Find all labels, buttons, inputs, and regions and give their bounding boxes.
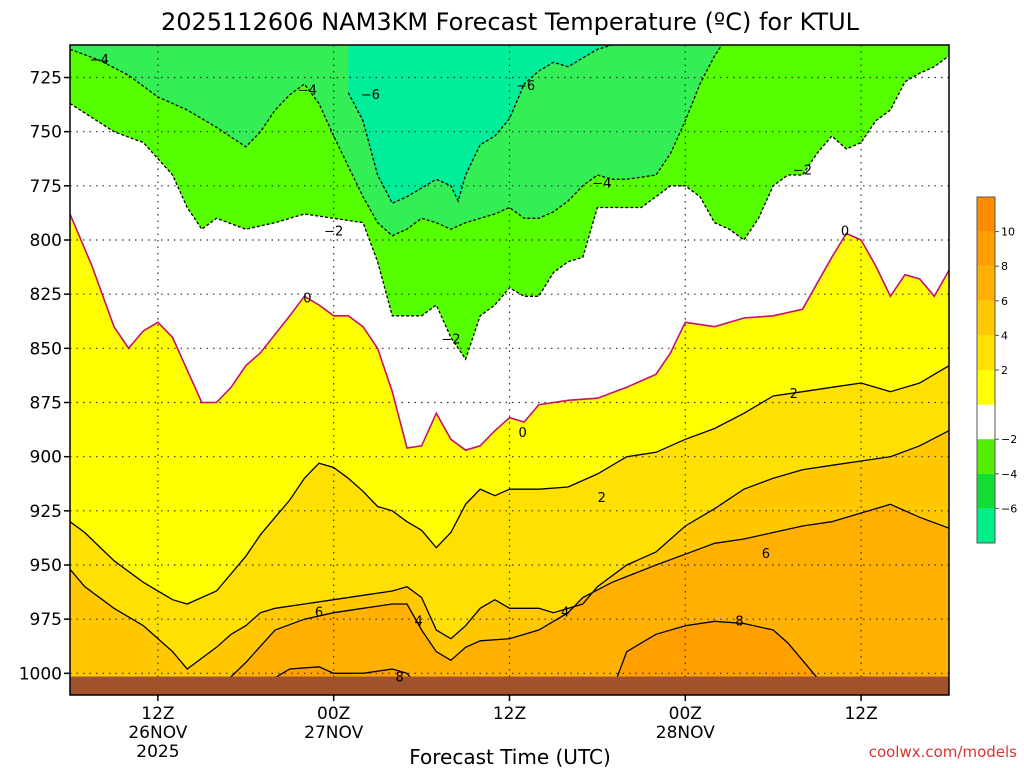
contour-label-11: 2 [790, 387, 798, 402]
colorbar-swatch-3 [977, 300, 995, 336]
colorbar-swatch-8 [977, 473, 995, 509]
colorbar-swatch-2 [977, 266, 995, 301]
isotherm-8-7 [274, 666, 423, 692]
chart-title: 2025112606 NAM3KM Forecast Temperature (… [161, 8, 860, 36]
y-tick-label-850: 850 [30, 339, 62, 359]
y-tick-label-900: 900 [30, 448, 62, 468]
band-fill-below-minus6 [348, 45, 613, 204]
contour-label-10: 0 [519, 426, 527, 441]
plot-area: −4 −4 −6 −6 −4 −2 −2 0 0 −2 0 2 2 6 6 4 4 8 8 [70, 45, 949, 695]
band-fill-above-8-1 [612, 621, 832, 695]
x-tick-label-h6-0: 12Z [141, 704, 174, 724]
colorbar-swatch-9 [977, 508, 995, 543]
contour-label-14: 6 [315, 606, 323, 621]
grid-lines [70, 45, 949, 695]
colorbar-swatch-6 [977, 404, 995, 440]
contour-label-5: −2 [793, 164, 812, 179]
isotherm-4-5 [70, 430, 949, 670]
ground-fill [70, 676, 949, 695]
colorbar-swatch-5 [977, 370, 995, 405]
colorbar-label-4: 2 [1001, 364, 1008, 377]
contour-label-15: 4 [415, 614, 423, 629]
x-tick-label-h42-1: 28NOV [656, 723, 715, 743]
contour-label-18: 8 [395, 671, 403, 686]
isotherm-minus6-3 [347, 45, 613, 205]
colorbar-label-5: −2 [1001, 433, 1017, 446]
isotherm-minus2-1 [70, 55, 949, 361]
credit-text: coolwx.com/models [869, 743, 1017, 761]
colorbar-swatch-0 [977, 197, 995, 232]
isotherm-lines [70, 45, 949, 692]
y-tick-label-975: 975 [30, 610, 62, 630]
x-tick-label-h6-2: 2025 [136, 742, 179, 762]
contour-label-3: −6 [516, 79, 535, 94]
x-tick-label-h30-0: 12Z [493, 704, 526, 724]
contour-label-8: 0 [841, 224, 849, 239]
colorbar-label-3: 4 [1001, 329, 1008, 342]
contour-label-1: −4 [298, 84, 317, 99]
contour-label-17: 8 [735, 614, 743, 629]
y-tick-label-725: 725 [30, 69, 62, 89]
colorbar-label-2: 6 [1001, 295, 1008, 308]
x-axis-title: Forecast Time (UTC) [409, 745, 611, 768]
y-tick-label-875: 875 [30, 394, 62, 414]
isotherm-minus4-2 [70, 45, 723, 237]
contour-label-9: −2 [441, 333, 460, 348]
x-tick-label-h18-1: 27NOV [304, 723, 363, 743]
colorbar-swatch-7 [977, 439, 995, 474]
y-tick-label-825: 825 [30, 285, 62, 305]
y-tick-label-950: 950 [30, 556, 62, 576]
colorbar-label-6: −4 [1001, 468, 1017, 481]
contour-labels: −4 −4 −6 −6 −4 −2 −2 0 0 −2 0 2 2 6 6 4 4 8 8 [90, 53, 849, 686]
colorbar-swatch-1 [977, 231, 995, 267]
y-tick-label-1000: 1000 [19, 664, 62, 684]
contour-label-12: 2 [598, 491, 606, 506]
contour-label-0: −4 [90, 53, 109, 68]
colorbar-label-7: −6 [1001, 502, 1017, 515]
contour-label-2: −6 [361, 88, 380, 103]
isotherm-6-6 [216, 503, 949, 692]
x-tick-label-h18-0: 00Z [317, 704, 350, 724]
isotherm-0-0 [70, 213, 949, 452]
colorbar-label-0: 10 [1001, 226, 1015, 239]
y-tick-label-925: 925 [30, 502, 62, 522]
colorbar: 10 8 6 4 2 −2 −4 −6 [976, 196, 1017, 544]
y-tick-label-775: 775 [30, 177, 62, 197]
contour-label-6: −2 [324, 224, 343, 239]
contour-label-4: −4 [592, 177, 611, 192]
x-tick-label-h42-0: 00Z [669, 704, 702, 724]
isotherm-2-4 [70, 365, 949, 605]
y-tick-label-750: 750 [30, 123, 62, 143]
contour-label-16: 4 [561, 606, 569, 621]
contour-label-7: 0 [303, 292, 311, 307]
x-tick-label-h54-0: 12Z [844, 704, 877, 724]
y-axis: 725 750 775 800 825 850 875 900 925 950 975 1000 [19, 69, 70, 684]
colorbar-swatch-4 [977, 335, 995, 370]
ground-surface [70, 676, 949, 695]
colorbar-label-1: 8 [1001, 260, 1008, 273]
y-tick-label-800: 800 [30, 231, 62, 251]
x-tick-label-h6-1: 26NOV [128, 723, 187, 743]
isotherm-8-8 [611, 620, 833, 692]
contour-label-13: 6 [762, 547, 770, 562]
